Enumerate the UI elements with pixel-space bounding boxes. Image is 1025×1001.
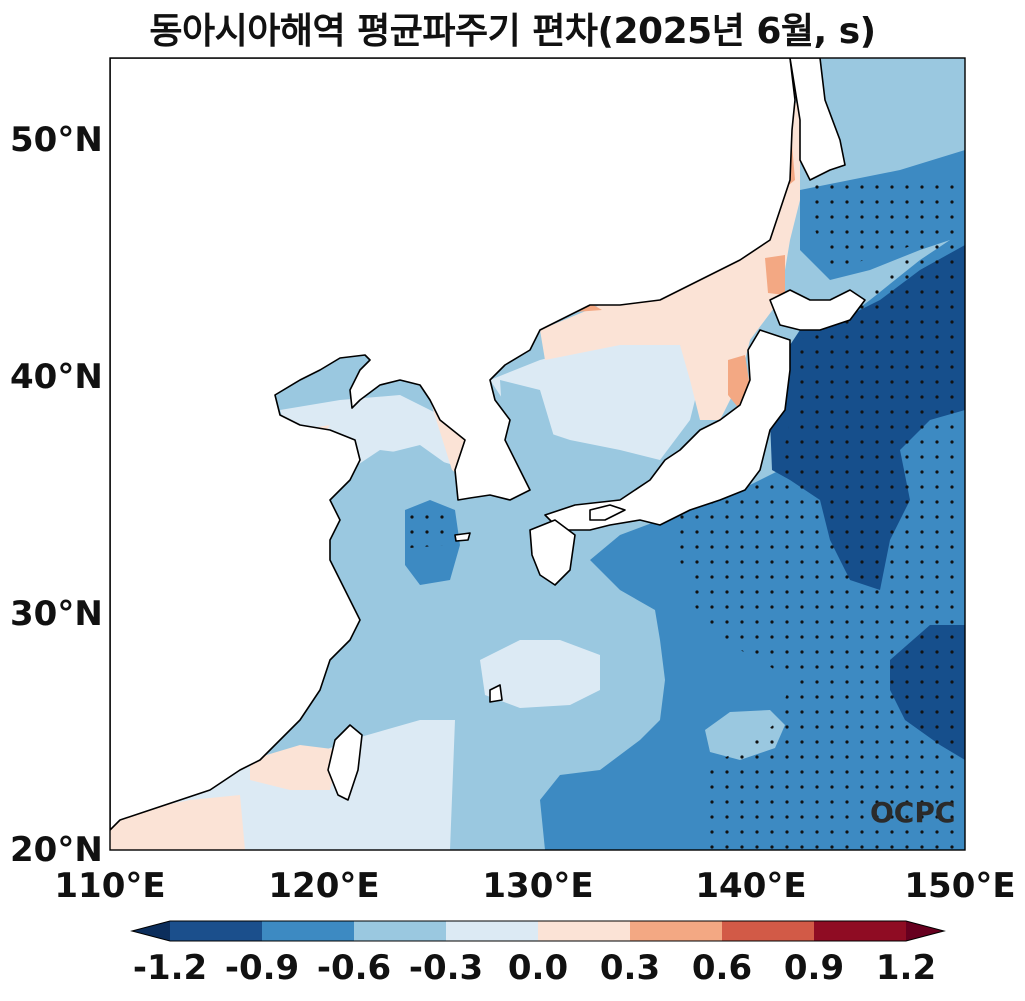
significance-stipple-1 — [680, 225, 965, 850]
y-tick-20n: 20°N — [10, 830, 103, 870]
land-taiwan — [327, 724, 363, 801]
y-tick-30n: 30°N — [10, 594, 103, 634]
colorbar-segment — [446, 921, 538, 941]
colorbar-tick-label: -0.6 — [316, 948, 392, 988]
map-title: 동아시아해역 평균파주기 편차(2025년 6월, s) — [149, 11, 876, 52]
field-pos-light-2 — [765, 255, 785, 295]
land-honshu — [544, 329, 791, 531]
colorbar-segment — [722, 921, 814, 941]
x-tick-140e: 140°E — [695, 866, 807, 906]
colorbar-segment — [630, 921, 722, 941]
colorbar-tick-label: -0.3 — [408, 948, 484, 988]
colorbar-extend-high — [906, 921, 944, 941]
colorbar-tick-label: -0.9 — [224, 948, 300, 988]
land-jeju — [454, 532, 471, 542]
field-neg-faint-2 — [480, 640, 600, 708]
colorbar-tick-label: 0.0 — [507, 948, 569, 988]
field-pos-faint-1 — [110, 795, 245, 850]
y-tick-40n: 40°N — [10, 357, 103, 397]
colorbar — [130, 920, 946, 942]
colorbar-tick-label: 0.6 — [691, 948, 753, 988]
x-tick-150e: 150°E — [904, 866, 1016, 906]
colorbar-tick-label: 0.3 — [599, 948, 661, 988]
colorbar-segment — [262, 921, 354, 941]
field-neg-light-east — [500, 380, 570, 490]
land-shikoku — [589, 504, 626, 521]
land-sakhalin — [789, 58, 846, 181]
land-kyushu — [529, 519, 576, 586]
colorbar-extend-low — [132, 921, 170, 941]
land-hokkaido — [769, 289, 866, 331]
colorbar-segment — [538, 921, 630, 941]
land-okinawa — [489, 684, 503, 703]
colorbar-segment — [354, 921, 446, 941]
colorbar-segment — [814, 921, 906, 941]
colorbar-tick-label: -1.2 — [132, 948, 208, 988]
x-tick-110e: 110°E — [54, 866, 166, 906]
plot-frame — [109, 57, 966, 851]
significance-stipple-2 — [815, 180, 965, 270]
significance-stipple-3 — [405, 512, 448, 548]
land — [110, 58, 866, 831]
anomaly-field — [110, 58, 965, 850]
y-tick-50n: 50°N — [10, 120, 103, 160]
field-pos-faint-2 — [250, 745, 340, 790]
x-tick-120e: 120°E — [268, 866, 380, 906]
colorbar-segment — [170, 921, 262, 941]
colorbar-tick-label: 0.9 — [783, 948, 845, 988]
colorbar-outline — [130, 920, 946, 942]
land-mainland-asia — [110, 58, 796, 831]
x-tick-130e: 130°E — [482, 866, 594, 906]
ocpc-watermark: OCPC — [870, 796, 956, 829]
colorbar-tick-label: 1.2 — [875, 948, 937, 988]
